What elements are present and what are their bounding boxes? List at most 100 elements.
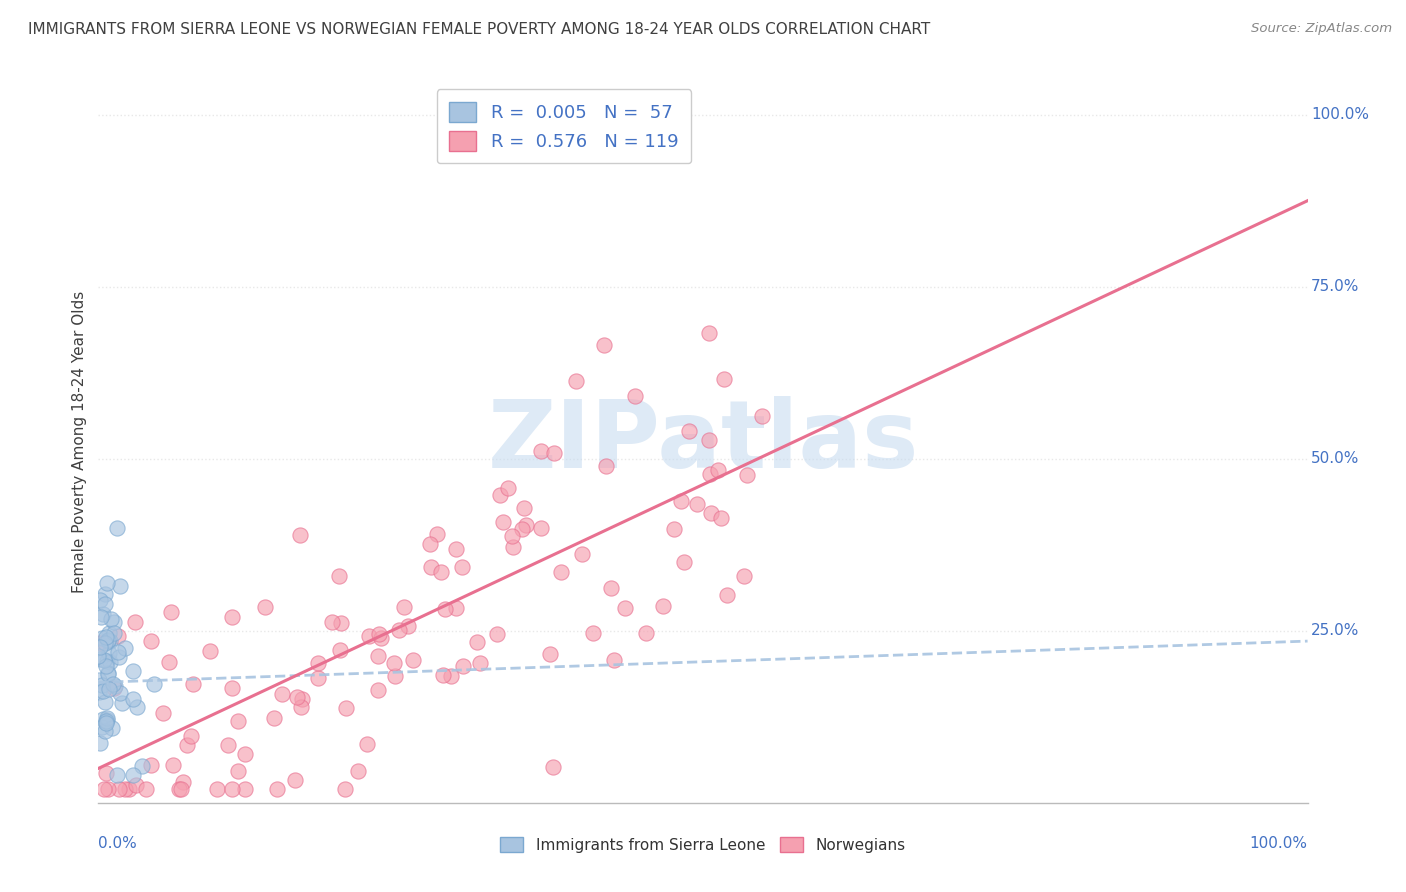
Text: 25.0%: 25.0%: [1312, 624, 1360, 639]
Point: [543, 446, 565, 460]
Point: [103, 681, 125, 695]
Text: 100.0%: 100.0%: [1312, 107, 1369, 122]
Text: 0.0%: 0.0%: [98, 836, 138, 851]
Point: [122, 664, 145, 678]
Point: [167, 782, 190, 797]
Point: [367, 626, 389, 640]
Point: [94, 658, 117, 673]
Point: [430, 565, 453, 579]
Point: [97, 633, 120, 648]
Point: [543, 760, 565, 774]
Point: [284, 772, 307, 787]
Text: ZIPatlas: ZIPatlas: [488, 395, 918, 488]
Point: [321, 615, 343, 629]
Point: [176, 738, 198, 752]
Point: [367, 648, 389, 663]
Point: [672, 555, 695, 569]
Point: [221, 782, 243, 797]
Point: [96, 716, 118, 731]
Point: [307, 671, 329, 685]
Text: 100.0%: 100.0%: [1250, 836, 1308, 851]
Point: [89, 593, 111, 607]
Point: [162, 757, 184, 772]
Point: [90, 720, 112, 734]
Point: [94, 587, 117, 601]
Point: [87, 649, 110, 664]
Point: [530, 521, 553, 535]
Point: [396, 619, 419, 633]
Point: [530, 443, 553, 458]
Point: [392, 600, 415, 615]
Point: [662, 523, 685, 537]
Text: IMMIGRANTS FROM SIERRA LEONE VS NORWEGIAN FEMALE POVERTY AMONG 18-24 YEAR OLDS C: IMMIGRANTS FROM SIERRA LEONE VS NORWEGIA…: [28, 22, 931, 37]
Point: [91, 632, 114, 646]
Point: [228, 764, 250, 778]
Point: [221, 609, 243, 624]
Point: [382, 656, 405, 670]
Point: [103, 615, 125, 629]
Point: [93, 782, 115, 797]
Point: [141, 758, 163, 772]
Point: [226, 714, 249, 729]
Point: [384, 669, 406, 683]
Point: [593, 338, 616, 352]
Point: [91, 684, 114, 698]
Point: [357, 629, 380, 643]
Point: [97, 666, 120, 681]
Point: [118, 782, 141, 797]
Point: [96, 765, 118, 780]
Point: [121, 691, 143, 706]
Point: [602, 653, 624, 667]
Point: [502, 540, 524, 554]
Point: [510, 523, 533, 537]
Point: [181, 677, 204, 691]
Point: [290, 700, 312, 714]
Point: [93, 723, 115, 738]
Point: [96, 711, 118, 725]
Point: [582, 625, 605, 640]
Point: [492, 516, 515, 530]
Point: [94, 695, 117, 709]
Point: [139, 634, 162, 648]
Point: [426, 527, 449, 541]
Y-axis label: Female Poverty Among 18-24 Year Olds: Female Poverty Among 18-24 Year Olds: [72, 291, 87, 592]
Point: [512, 500, 534, 515]
Point: [450, 560, 472, 574]
Point: [96, 575, 118, 590]
Point: [108, 686, 131, 700]
Point: [100, 612, 122, 626]
Point: [329, 615, 352, 630]
Point: [446, 541, 468, 556]
Point: [108, 782, 131, 797]
Point: [751, 409, 773, 424]
Point: [697, 326, 720, 341]
Point: [89, 736, 111, 750]
Point: [233, 747, 256, 762]
Point: [716, 588, 738, 602]
Point: [180, 730, 202, 744]
Point: [651, 599, 673, 613]
Point: [565, 374, 588, 388]
Point: [107, 628, 129, 642]
Point: [122, 768, 145, 782]
Point: [152, 706, 174, 720]
Point: [686, 497, 709, 511]
Point: [105, 520, 128, 534]
Point: [440, 669, 463, 683]
Point: [733, 568, 755, 582]
Point: [488, 488, 510, 502]
Point: [96, 654, 118, 668]
Point: [468, 656, 491, 670]
Point: [515, 517, 537, 532]
Point: [98, 655, 121, 669]
Point: [90, 678, 112, 692]
Point: [91, 607, 114, 621]
Point: [94, 636, 117, 650]
Point: [329, 643, 352, 657]
Point: [465, 634, 488, 648]
Point: [335, 701, 357, 715]
Point: [496, 481, 519, 495]
Point: [285, 690, 308, 705]
Point: [89, 640, 111, 654]
Point: [124, 615, 146, 629]
